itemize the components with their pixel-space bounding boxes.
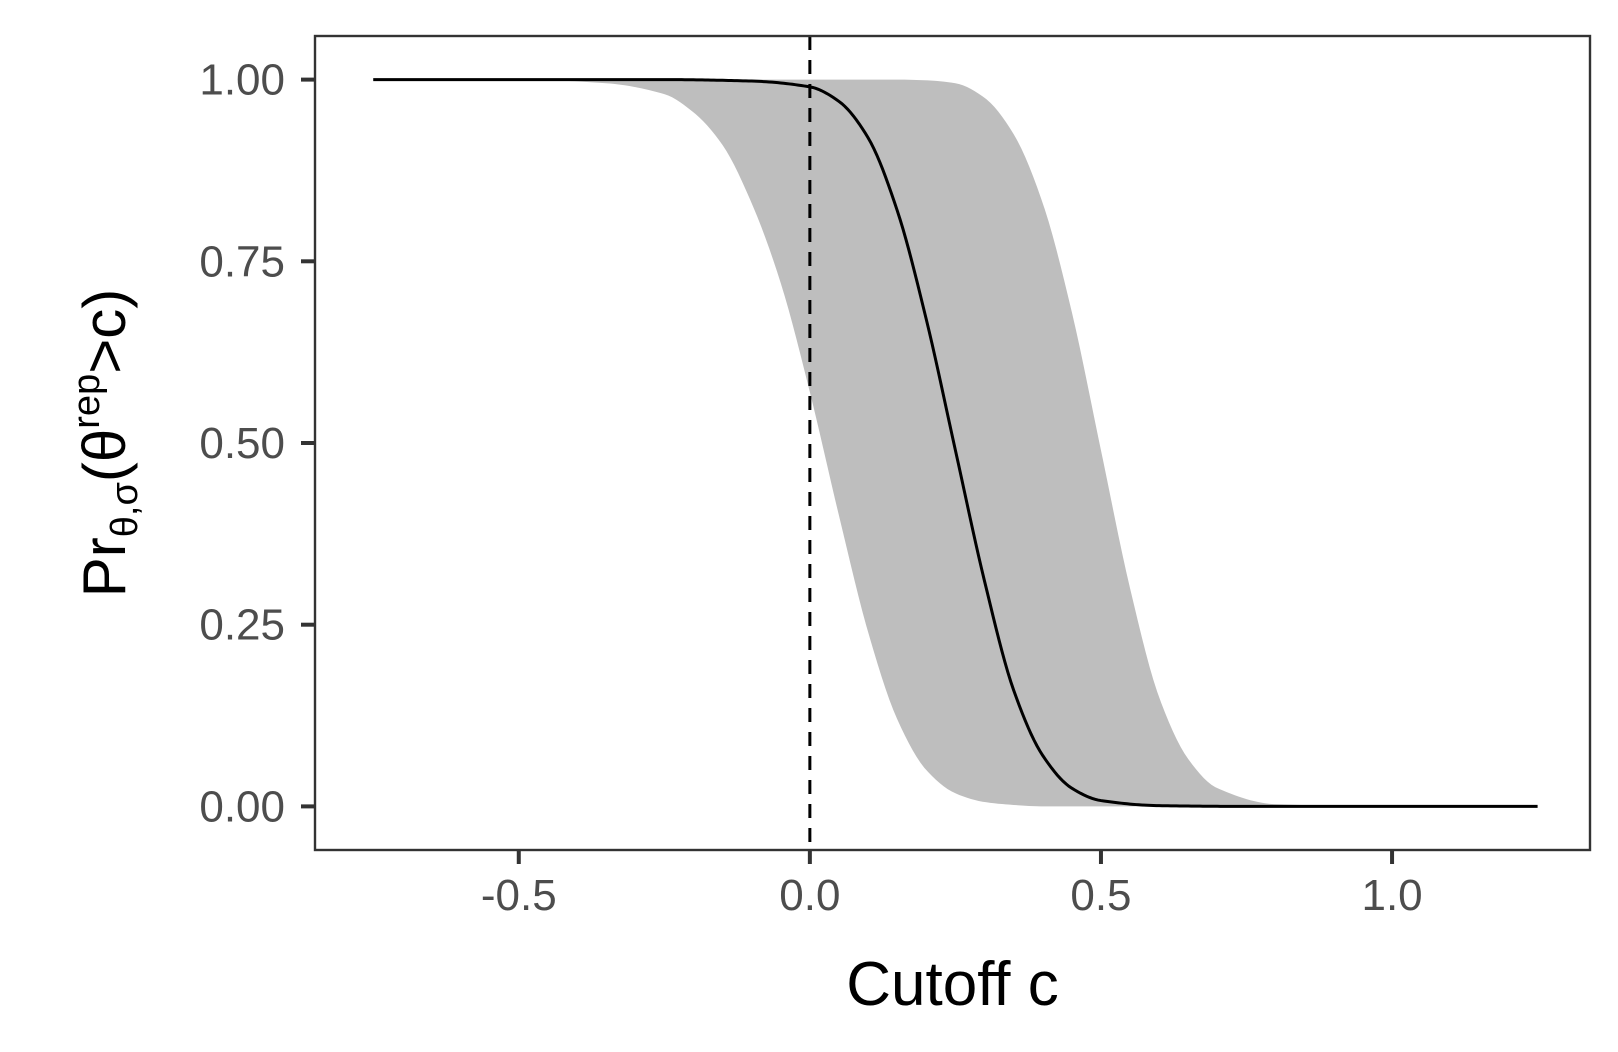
x-axis: -0.5 0.0 0.5 1.0 [481, 850, 1423, 920]
confidence-band [373, 79, 1538, 807]
x-tick-label: 0.0 [779, 871, 840, 920]
x-tick-label: 0.5 [1070, 871, 1131, 920]
y-axis: 0.00 0.25 0.50 0.75 1.00 [199, 56, 315, 831]
y-axis-title: Prθ,σ(θrep>c) [66, 289, 146, 597]
y-tick-label: 0.75 [199, 237, 285, 286]
y-title-argument: (θ [71, 429, 138, 482]
band-layer [373, 79, 1538, 807]
svg-text:Prθ,σ(θrep>c): Prθ,σ(θrep>c) [66, 289, 146, 597]
y-title-suffix: >c) [71, 289, 138, 374]
y-tick-label: 0.25 [199, 601, 285, 650]
y-tick-label: 0.00 [199, 782, 285, 831]
x-axis-title: Cutoff c [846, 950, 1059, 1019]
y-title-subscript: θ,σ [104, 482, 146, 537]
y-title-superscript: rep [66, 374, 108, 429]
x-tick-label: 1.0 [1361, 871, 1422, 920]
x-tick-label: -0.5 [481, 871, 557, 920]
series-line [373, 78, 1538, 808]
y-title-prefix: Pr [71, 537, 138, 597]
y-tick-label: 1.00 [199, 56, 285, 105]
y-tick-label: 0.50 [199, 419, 285, 468]
line-layer [373, 78, 1538, 808]
